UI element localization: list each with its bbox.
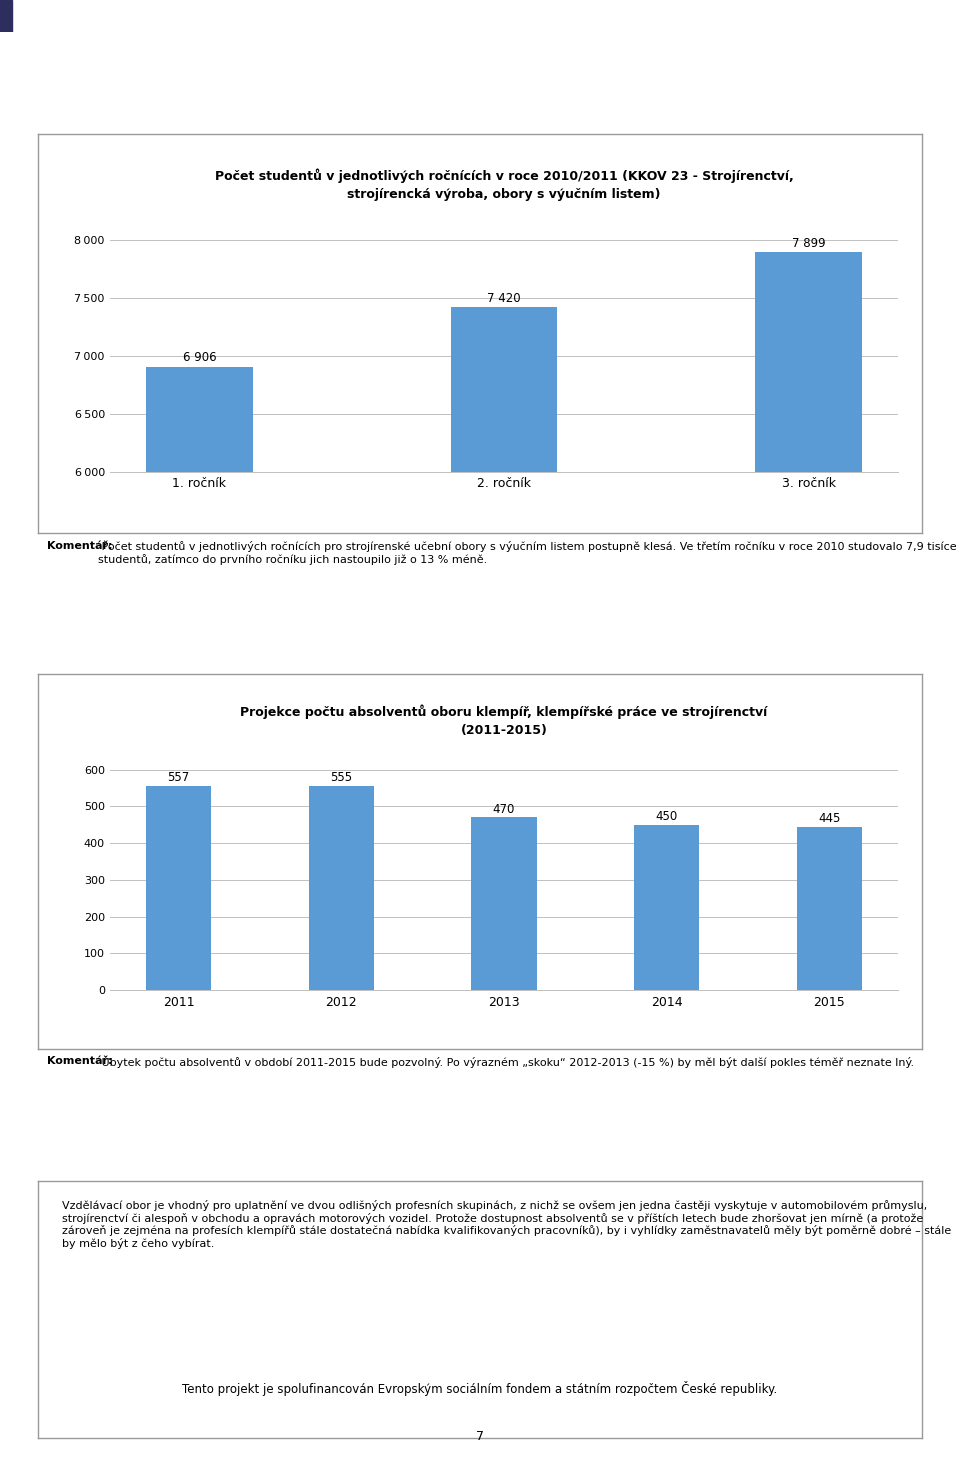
- Text: 7 420: 7 420: [487, 292, 521, 306]
- Text: Komentář:: Komentář:: [47, 1056, 112, 1066]
- Text: 6 906: 6 906: [182, 351, 216, 364]
- Text: Úbytek počtu absolventů v období 2011-2015 bude pozvolný. Po výrazném „skoku“ 20: Úbytek počtu absolventů v období 2011-20…: [99, 1056, 915, 1068]
- Bar: [146, 786, 211, 990]
- Bar: [797, 827, 862, 990]
- Text: Vzdělávací obor je vhodný pro uplatnění ve dvou odlišných profesních skupinách, : Vzdělávací obor je vhodný pro uplatnění …: [61, 1200, 951, 1249]
- Text: 7: 7: [476, 1431, 484, 1443]
- Text: 7 899: 7 899: [792, 237, 826, 250]
- Text: Počet studentů v jednotlivých ročnících pro strojírenské učební obory s výučním : Počet studentů v jednotlivých ročnících …: [99, 541, 957, 566]
- Text: 450: 450: [656, 809, 678, 823]
- Text: 557: 557: [168, 771, 190, 784]
- Bar: [146, 367, 252, 1165]
- Title: Počet studentů v jednotlivých ročnících v roce 2010/2011 (KKOV 23 - Strojírenctv: Počet studentů v jednotlivých ročnících …: [215, 167, 793, 201]
- Text: Koncepce dalšího vzdělávání: Koncepce dalšího vzdělávání: [17, 10, 207, 22]
- Bar: [0, 0, 12, 32]
- Text: Tento projekt je spolufinancován Evropským sociálním fondem a státním rozpočtem : Tento projekt je spolufinancován Evropsk…: [182, 1381, 778, 1396]
- Text: 470: 470: [492, 802, 516, 815]
- Text: Hodnocení atraktivity profese a vzdělávacího oboru: Hodnocení atraktivity profese a vzděláva…: [49, 1159, 393, 1172]
- Bar: [756, 253, 862, 1165]
- Bar: [635, 826, 699, 990]
- Text: 555: 555: [330, 771, 352, 784]
- Title: Projekce počtu absolventů oboru klempíř, klempířské práce ve strojírenctví
(2011: Projekce počtu absolventů oboru klempíř,…: [240, 704, 768, 737]
- Text: Projekce absolventů nejvhodnějšího studijního oboru do roku 2015: Projekce absolventů nejvhodnějšího studi…: [49, 652, 492, 665]
- Bar: [309, 786, 373, 990]
- Text: Komentář:: Komentář:: [47, 541, 112, 551]
- Text: 445: 445: [818, 812, 840, 826]
- Text: Počet studentů v jednotlivých ročnících učebního oboru: Počet studentů v jednotlivých ročnících …: [49, 112, 418, 125]
- Bar: [471, 818, 537, 990]
- Bar: [450, 307, 558, 1165]
